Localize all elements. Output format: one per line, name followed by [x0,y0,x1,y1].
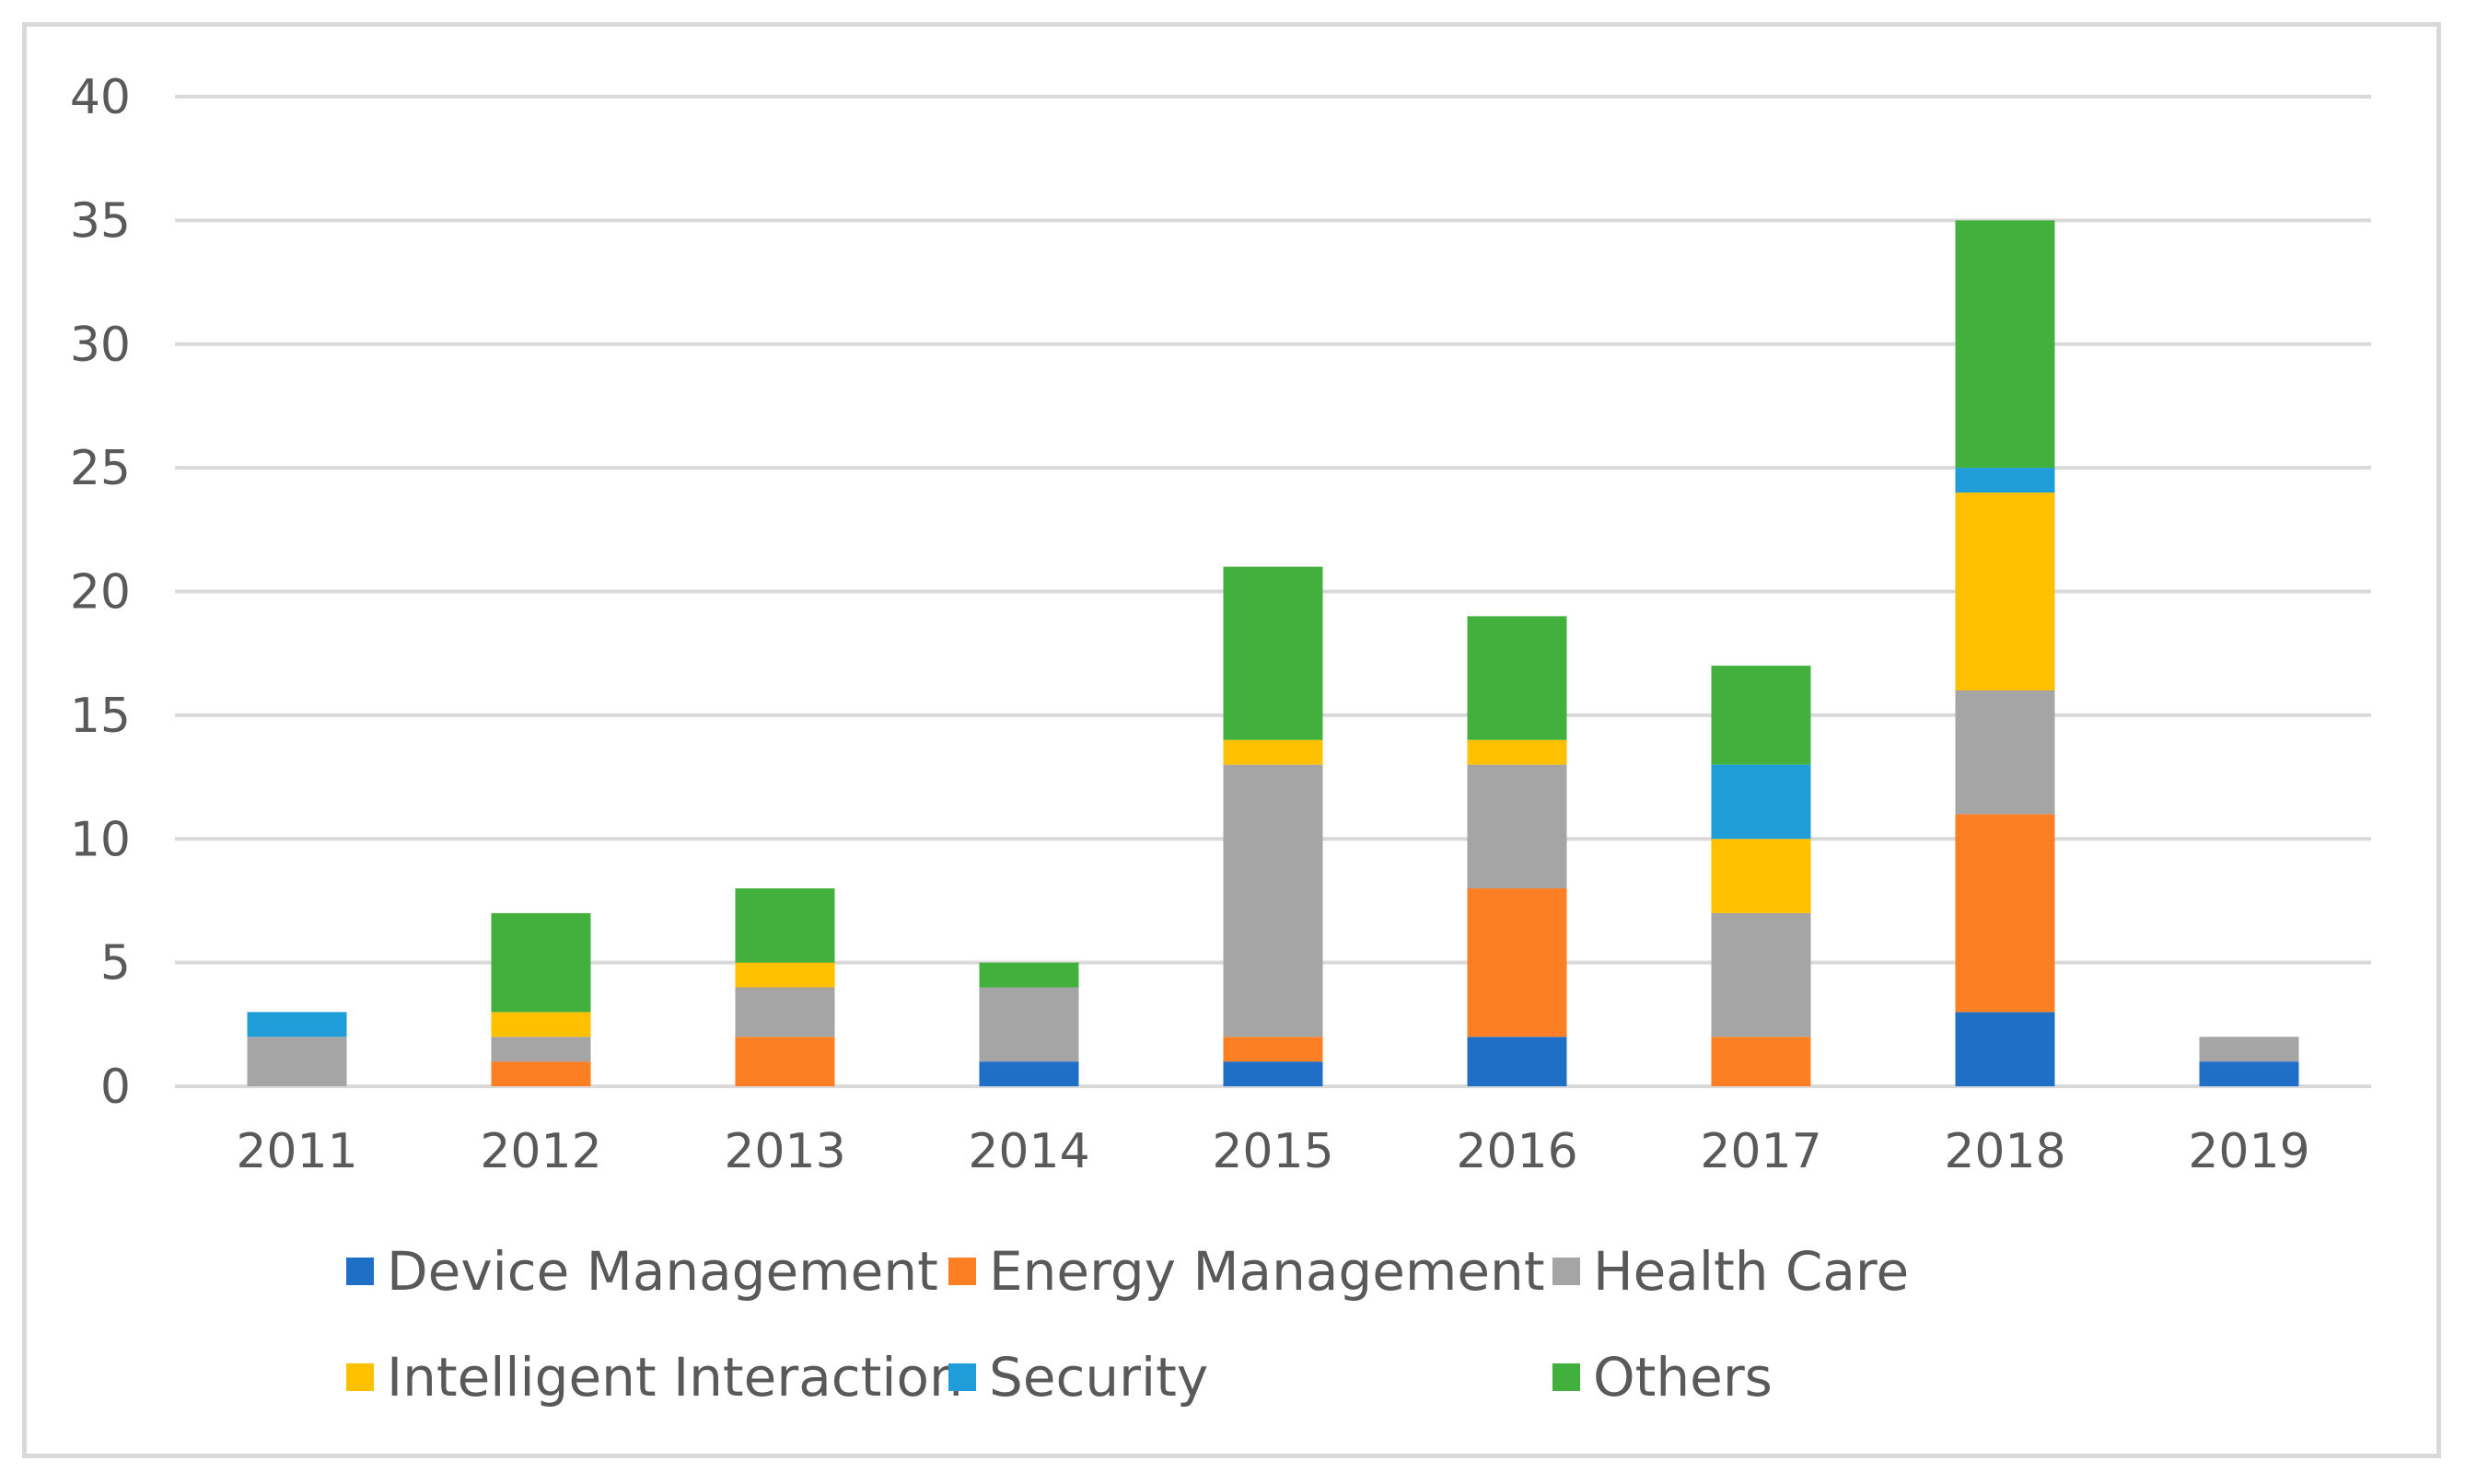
bars [247,220,2299,1086]
bar-2014-health-care [979,987,1079,1062]
legend-swatch-intelligent-interaction [346,1363,374,1391]
y-tick-label-15: 15 [70,689,131,744]
bar-2013-others [735,888,835,963]
bar-2016-health-care [1467,764,1567,888]
bar-2016-device-management [1467,1037,1567,1086]
legend-label-health-care: Health Care [1593,1240,1910,1303]
bar-2017-health-care [1711,912,1811,1038]
bar-2014-others [979,962,1079,988]
y-tick-label-5: 5 [100,936,131,991]
bar-2015-health-care [1223,764,1323,1038]
legend-item-intelligent-interaction: Intelligent Interaction [346,1346,963,1409]
legend-item-energy-management: Energy Management [948,1240,1545,1303]
y-tick-label-10: 10 [70,812,131,867]
bar-2016-intelligent-interaction [1467,739,1567,765]
legend-swatch-energy-management [948,1258,976,1285]
bar-2016-others [1467,616,1567,740]
x-tick-label-2013: 2013 [724,1124,845,1179]
legend-item-health-care: Health Care [1552,1240,1909,1303]
bar-2018-energy-management [1955,814,2055,1013]
legend-label-device-management: Device Management [387,1240,938,1303]
legend-swatch-health-care [1552,1258,1580,1285]
bar-2012-others [491,912,591,1013]
bar-2012-intelligent-interaction [491,1012,591,1038]
bar-2018-security [1955,468,2055,493]
legend-swatch-device-management [346,1258,374,1285]
legend-label-others: Others [1593,1346,1773,1409]
legend-label-energy-management: Energy Management [989,1240,1545,1303]
bar-2017-energy-management [1711,1037,1811,1086]
bar-2018-health-care [1955,690,2055,815]
legend-swatch-security [948,1363,976,1391]
bar-2011-security [247,1012,347,1038]
legend-label-intelligent-interaction: Intelligent Interaction [387,1346,963,1409]
legend-item-device-management: Device Management [346,1240,938,1303]
x-tick-label-2015: 2015 [1212,1124,1333,1179]
y-tick-label-40: 40 [70,70,131,125]
bar-2011-health-care [247,1037,347,1086]
bar-2013-health-care [735,987,835,1038]
legend-item-others: Others [1552,1346,1773,1409]
bar-2019-device-management [2199,1061,2299,1086]
bar-2015-intelligent-interaction [1223,739,1323,765]
bar-2013-energy-management [735,1037,835,1086]
y-tick-label-35: 35 [70,193,131,249]
legend-swatch-others [1552,1363,1580,1391]
bar-2016-energy-management [1467,888,1567,1038]
y-tick-label-30: 30 [70,318,131,373]
bar-2019-health-care [2199,1037,2299,1062]
bar-2012-health-care [491,1037,591,1062]
x-tick-label-2016: 2016 [1456,1124,1577,1179]
y-tick-label-0: 0 [100,1060,131,1115]
bar-2015-others [1223,566,1323,740]
x-tick-label-2014: 2014 [968,1124,1089,1179]
bar-2012-energy-management [491,1061,591,1086]
bar-2018-device-management [1955,1012,2055,1086]
bar-2017-security [1711,764,1811,840]
x-tick-label-2017: 2017 [1700,1124,1821,1179]
y-tick-label-20: 20 [70,565,131,620]
bar-2017-others [1711,666,1811,765]
bar-2018-intelligent-interaction [1955,493,2055,690]
x-axis-ticks: 2011 2012 2013 2014 2015 2016 2017 2018 2019 [236,1124,2309,1179]
legend-label-security: Security [989,1346,1209,1409]
legend-item-security: Security [948,1346,1208,1409]
bar-2015-energy-management [1223,1037,1323,1062]
y-axis-ticks: 0 5 10 15 20 25 30 35 40 [70,70,131,1115]
bar-2017-intelligent-interaction [1711,839,1811,913]
x-tick-label-2012: 2012 [480,1124,601,1179]
y-tick-label-25: 25 [70,441,131,496]
x-tick-label-2018: 2018 [1944,1124,2065,1179]
bar-2018-others [1955,220,2055,469]
bar-2013-intelligent-interaction [735,962,835,988]
bar-2014-device-management [979,1061,1079,1086]
x-tick-label-2011: 2011 [236,1124,357,1179]
x-tick-label-2019: 2019 [2188,1124,2309,1179]
bar-2015-device-management [1223,1061,1323,1086]
legend: Device Management Energy Management Heal… [346,1220,2004,1432]
